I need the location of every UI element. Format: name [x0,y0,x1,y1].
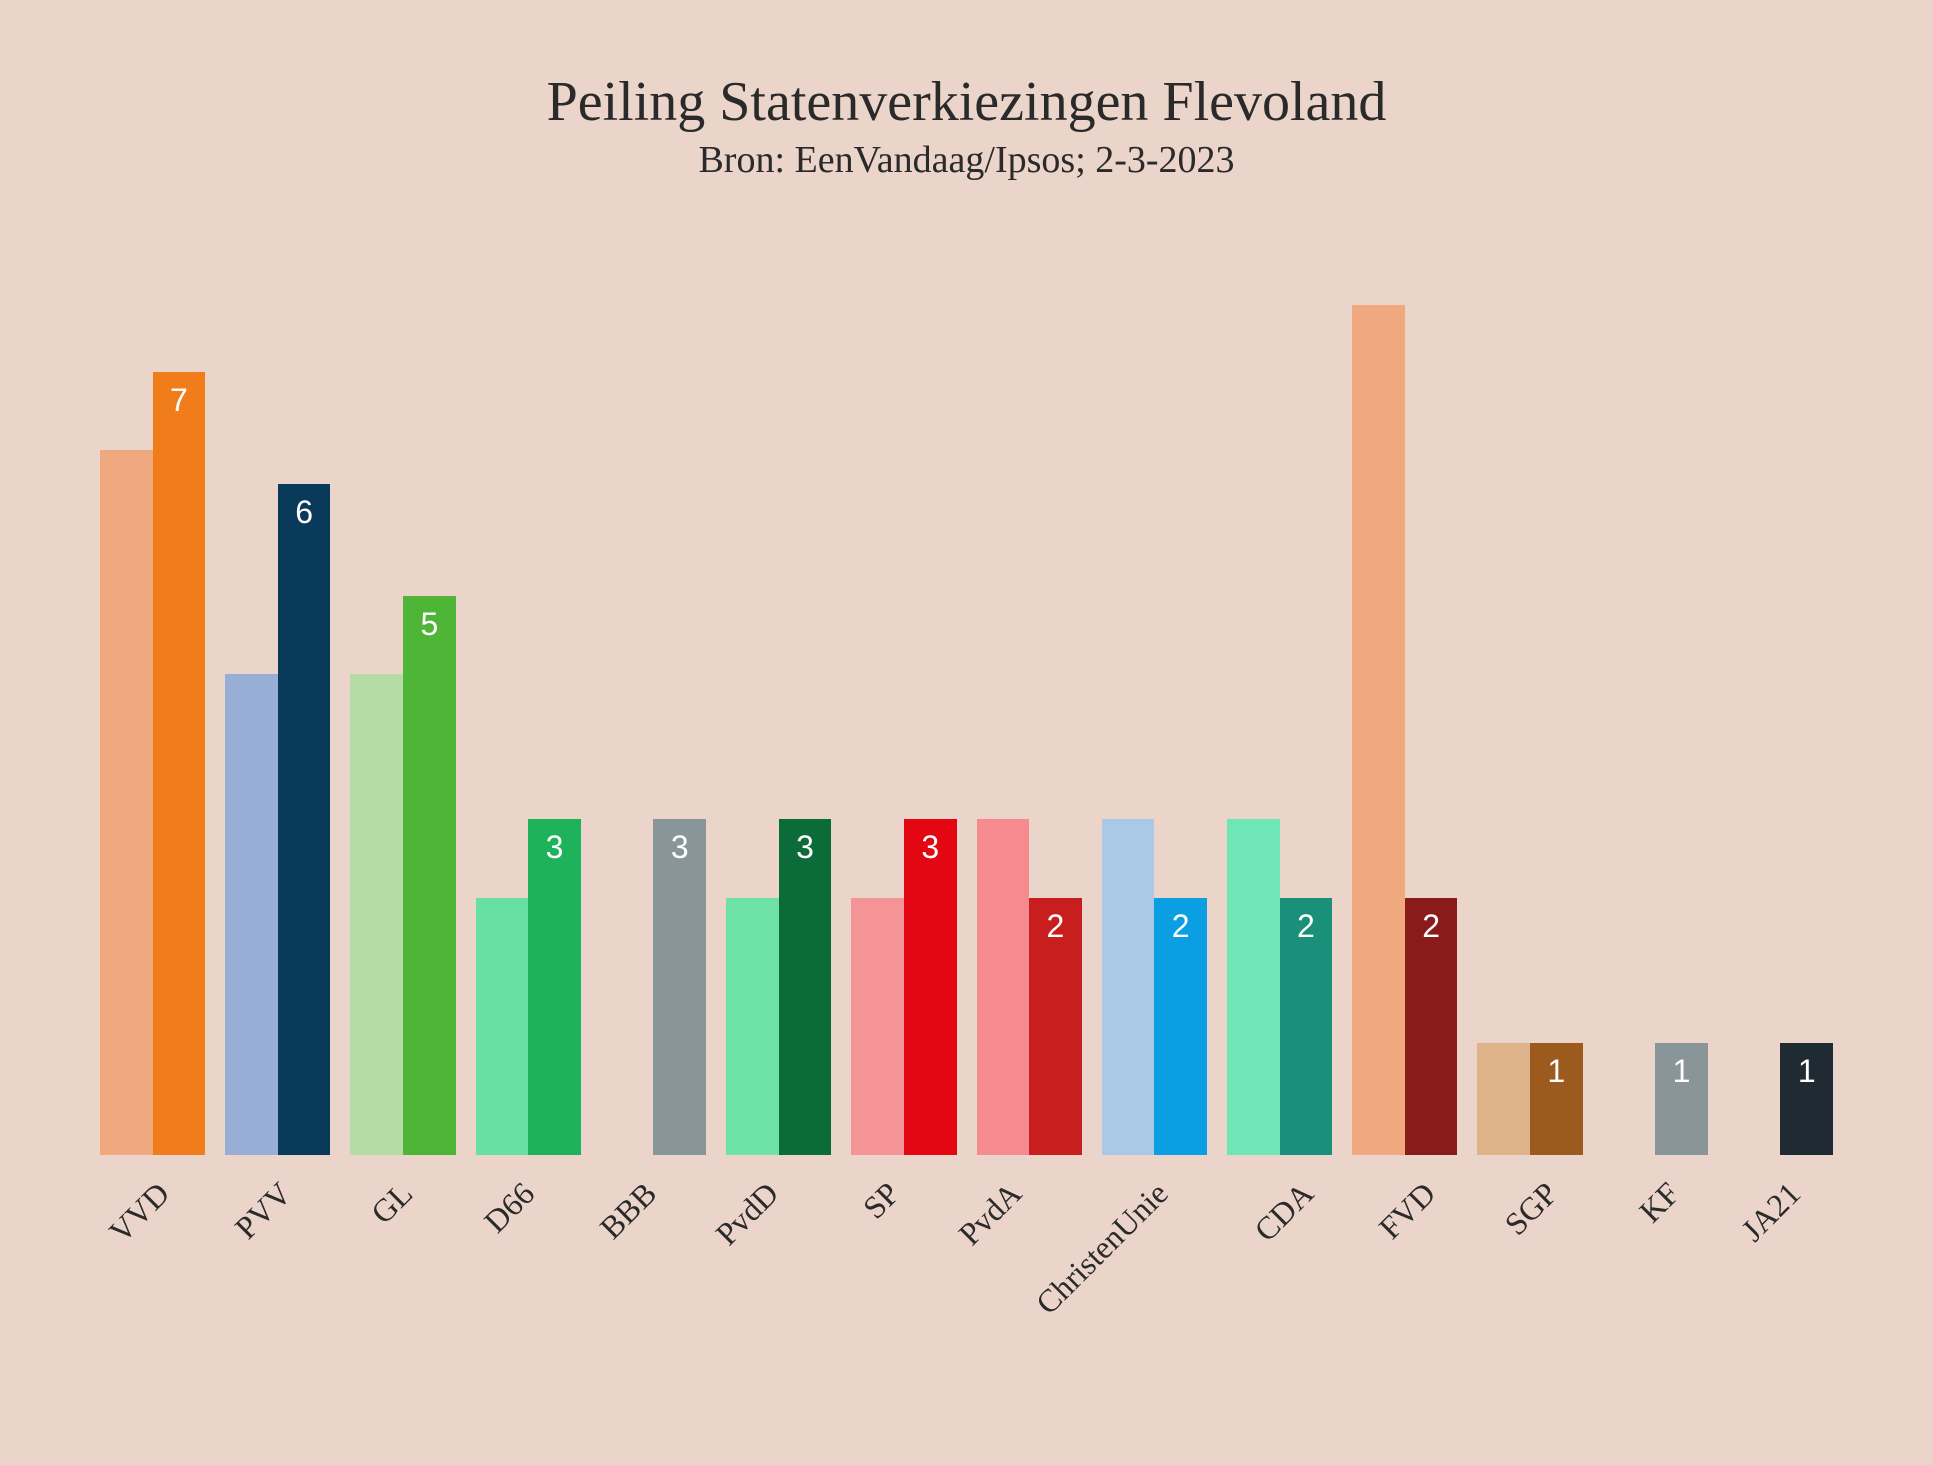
bar-current: 3 [904,819,957,1155]
bar-group: 3 [841,260,966,1155]
bar-current: 3 [653,819,706,1155]
bar-current: 2 [1029,898,1082,1155]
bar-value-label: 2 [1280,908,1333,945]
bar-value-label: 3 [904,829,957,866]
bar-value-label: 2 [1029,908,1082,945]
bar-current: 7 [153,372,206,1155]
bar-group: 3 [591,260,716,1155]
bar-previous [225,674,278,1155]
bar-group: 7 [90,260,215,1155]
bar-group: 3 [466,260,591,1155]
bar-previous [100,450,153,1155]
x-axis-labels: VVDPVVGLD66BBBPvdDSPPvdAChristenUnieCDAF… [90,1175,1843,1212]
chart-subtitle: Bron: EenVandaag/Ipsos; 2-3-2023 [60,138,1873,182]
bar-group: 2 [1342,260,1467,1155]
chart-container: Peiling Statenverkiezingen Flevoland Bro… [0,0,1933,1465]
bar-group: 1 [1467,260,1592,1155]
bar-value-label: 7 [153,382,206,419]
bar-previous [1227,819,1280,1155]
bar-value-label: 1 [1780,1053,1833,1090]
bar-current: 3 [779,819,832,1155]
bar-previous [476,898,529,1155]
bar-previous [977,819,1030,1155]
bar-value-label: 3 [528,829,581,866]
bar-current: 2 [1405,898,1458,1155]
bar-group: 2 [967,260,1092,1155]
bar-group: 3 [716,260,841,1155]
plot-area: 7 6 5 3 3 3 3 2 2 2 2 1 1 1 [90,260,1843,1155]
bar-current: 5 [403,596,456,1155]
bar-value-label: 1 [1655,1053,1708,1090]
bar-value-label: 3 [653,829,706,866]
bar-group: 1 [1593,260,1718,1155]
bar-value-label: 3 [779,829,832,866]
bar-current: 6 [278,484,331,1155]
bar-previous [1102,819,1155,1155]
bar-current: 3 [528,819,581,1155]
bar-value-label: 2 [1154,908,1207,945]
bar-previous [1352,305,1405,1155]
bar-current: 2 [1280,898,1333,1155]
bar-previous [851,898,904,1155]
bar-group: 5 [340,260,465,1155]
bar-value-label: 2 [1405,908,1458,945]
bar-value-label: 5 [403,606,456,643]
bar-group: 2 [1217,260,1342,1155]
bar-value-label: 1 [1530,1053,1583,1090]
bar-group: 2 [1092,260,1217,1155]
bar-group: 6 [215,260,340,1155]
bar-group: 1 [1718,260,1843,1155]
chart-title: Peiling Statenverkiezingen Flevoland [60,70,1873,134]
bar-previous [726,898,779,1155]
bars-row: 7 6 5 3 3 3 3 2 2 2 2 1 1 1 [90,260,1843,1155]
bar-previous [350,674,403,1155]
bar-previous [1477,1043,1530,1155]
bar-value-label: 6 [278,494,331,531]
bar-current: 2 [1154,898,1207,1155]
